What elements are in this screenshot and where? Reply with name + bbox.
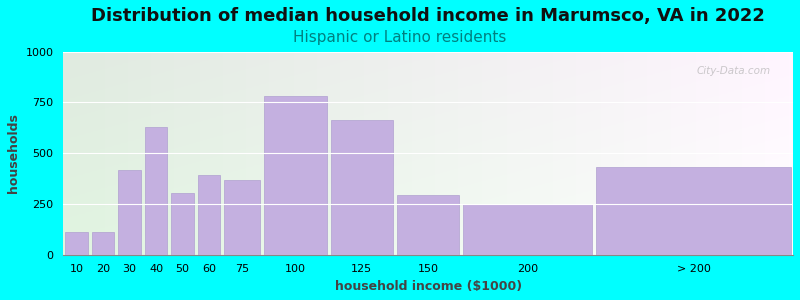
Bar: [463, 204, 592, 255]
Bar: [198, 176, 221, 255]
Bar: [596, 167, 791, 255]
Bar: [171, 193, 194, 255]
Bar: [145, 127, 167, 255]
Bar: [264, 96, 326, 255]
Text: Hispanic or Latino residents: Hispanic or Latino residents: [294, 30, 506, 45]
Bar: [92, 232, 114, 255]
X-axis label: household income ($1000): household income ($1000): [334, 280, 522, 293]
Y-axis label: households: households: [7, 113, 20, 193]
Bar: [225, 180, 260, 255]
Bar: [330, 120, 393, 255]
Bar: [397, 195, 459, 255]
Title: Distribution of median household income in Marumsco, VA in 2022: Distribution of median household income …: [91, 7, 765, 25]
Bar: [118, 170, 141, 255]
Text: City-Data.com: City-Data.com: [697, 66, 771, 76]
Bar: [66, 232, 88, 255]
